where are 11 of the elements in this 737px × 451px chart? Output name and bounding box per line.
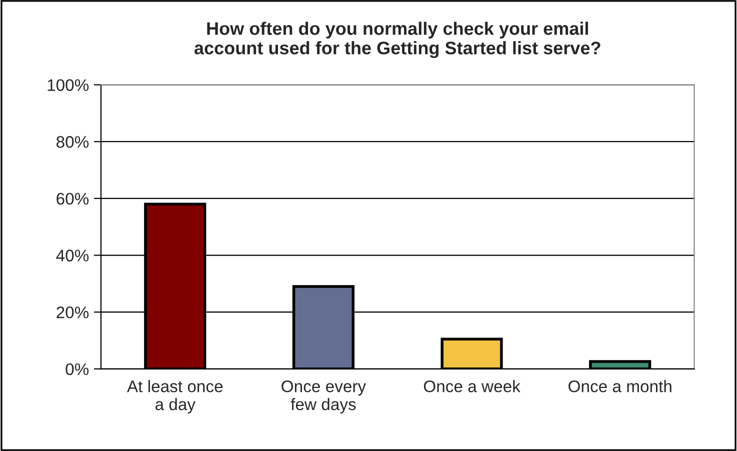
chart-title: How often do you normally check your email account used for the Getting Started list serve? [194,22,600,58]
x-tick-label: At least once a day [126,380,223,414]
x-tick-label: Once a week [424,380,520,392]
x-tick-label: Once every few days [282,380,366,414]
y-tick-label: 80% [56,136,89,148]
x-tick-label: Once a month [568,380,672,392]
y-tick-label: 60% [56,192,89,205]
y-tick-label: 100% [48,79,89,91]
y-tick-label: 40% [56,250,89,262]
y-tick-label: 0% [66,363,89,376]
y-tick-label: 20% [56,306,89,318]
